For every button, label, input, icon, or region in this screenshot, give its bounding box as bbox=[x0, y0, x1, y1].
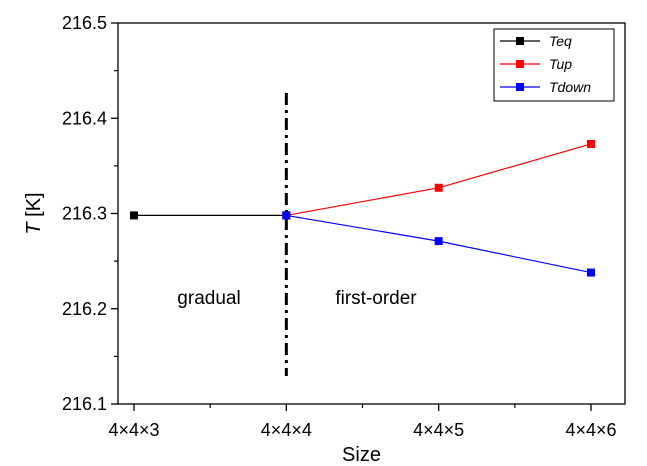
annotation-gradual: gradual bbox=[177, 288, 240, 309]
y-axis-title: T [K] bbox=[23, 192, 45, 234]
y-axis-title-unit: [K] bbox=[23, 192, 45, 222]
series-marker-tdown bbox=[434, 237, 443, 246]
legend-marker-tup bbox=[516, 60, 524, 68]
series-marker-tdown bbox=[587, 268, 595, 277]
annotation-first-order: first-order bbox=[335, 288, 417, 309]
x-tick-label: 4×4×4 bbox=[261, 420, 312, 440]
y-tick-label: 216.2 bbox=[62, 299, 107, 319]
y-tick-label: 216.1 bbox=[62, 394, 107, 414]
series-marker-tdown bbox=[282, 211, 291, 220]
y-tick-label: 216.4 bbox=[62, 108, 107, 128]
series-marker-teq bbox=[130, 211, 138, 220]
annotation-layer: gradual first-order bbox=[177, 288, 417, 309]
y-tick-label: 216.3 bbox=[62, 204, 107, 224]
x-tick-label: 4×4×6 bbox=[565, 420, 616, 440]
legend-label-teq: Teq bbox=[549, 33, 572, 49]
legend-label-tup: Tup bbox=[549, 56, 572, 72]
legend: Teq Tup Tdown bbox=[493, 28, 615, 102]
y-tick-label: 216.5 bbox=[62, 13, 107, 33]
x-tick-label: 4×4×5 bbox=[413, 420, 464, 440]
legend-marker-teq bbox=[516, 37, 524, 45]
series-line-tup bbox=[286, 143, 592, 216]
series-layer bbox=[130, 139, 595, 277]
x-tick-label: 4×4×3 bbox=[108, 420, 159, 440]
x-axis-title: Size bbox=[342, 444, 381, 466]
series-marker-tup bbox=[587, 139, 595, 148]
y-axis-title-symbol: T bbox=[23, 221, 45, 235]
series-marker-tup bbox=[434, 183, 443, 192]
legend-label-tdown: Tdown bbox=[549, 79, 591, 95]
legend-marker-tdown bbox=[516, 83, 524, 91]
axes: 216.1 216.2 216.3 216.4 216.5 4×4×3 4×4×4 4×4×5… bbox=[23, 13, 626, 466]
